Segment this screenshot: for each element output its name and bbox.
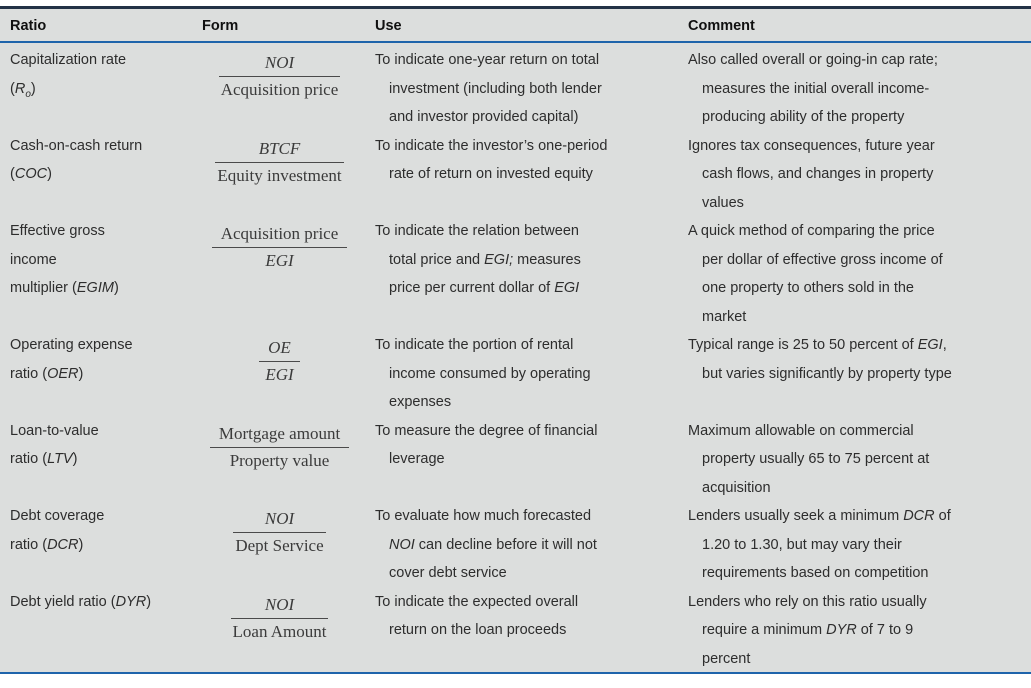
ratios-table: Ratio Form Use Comment Capitalization ra… — [0, 6, 1031, 674]
column-header-ratio: Ratio — [10, 17, 47, 34]
fraction-denominator: Loan Amount — [232, 621, 327, 641]
column-header-form: Form — [202, 17, 239, 34]
fraction: NOI Dept Service — [233, 509, 326, 556]
fraction-denominator: EGI — [265, 365, 294, 385]
ratio-cell: Loan-to-value ratio (LTV) — [10, 422, 99, 468]
ratio-cell: Debt coverage ratio (DCR) — [10, 508, 105, 553]
fraction-numerator: OE — [259, 338, 300, 363]
table-row: Debt yield ratio (DYR) NOI Loan Amount T… — [0, 588, 1031, 673]
use-cell: To indicate the investor’s one-period rat… — [375, 137, 608, 183]
use-cell: To indicate the portion of rental income … — [375, 337, 591, 410]
comment-cell: A quick method of comparing the price per… — [688, 223, 943, 325]
column-header-comment: Comment — [688, 17, 755, 34]
fraction-numerator: Mortgage amount — [209, 424, 350, 448]
ratio-cell: Debt yield ratio (DYR) — [10, 593, 152, 610]
form-cell: NOI Dept Service — [196, 502, 365, 588]
use-cell: To evaluate how much forecasted NOI can d… — [375, 508, 597, 581]
fraction: Acquisition price EGI — [211, 224, 348, 271]
fraction: BTCF Equity investment — [215, 139, 344, 186]
comment-cell: Lenders who rely on this ratio usually re… — [688, 593, 927, 667]
form-cell: OE EGI — [196, 331, 365, 417]
table-row: Cash-on-cash return (COC) BTCF Equity inv… — [0, 132, 1031, 218]
fraction-numerator: Acquisition price — [211, 224, 348, 249]
fraction-denominator: Property value — [229, 450, 330, 470]
table-row: Capitalization rate (Ro) NOI Acquisition … — [0, 46, 1031, 132]
table-row: Effective gross income multiplier (EGIM) A… — [0, 217, 1031, 331]
ratio-cell: Capitalization rate (Ro) — [10, 52, 127, 100]
fraction: OE EGI — [259, 338, 300, 385]
comment-cell: Ignores tax consequences, future year cas… — [688, 137, 935, 211]
fraction-denominator: Equity investment — [217, 165, 342, 185]
comment-cell: Typical range is 25 to 50 percent of EGI… — [688, 337, 952, 382]
use-cell: To indicate the expected overall return o… — [375, 593, 579, 639]
form-cell: BTCF Equity investment — [196, 132, 365, 218]
fraction: Mortgage amount Property value — [209, 424, 350, 471]
ratio-cell: Cash-on-cash return (COC) — [10, 137, 143, 183]
table-body: Capitalization rate (Ro) NOI Acquisition … — [0, 43, 1031, 673]
fraction-numerator: NOI — [230, 595, 329, 619]
form-cell: Mortgage amount Property value — [196, 417, 365, 503]
column-header-use: Use — [375, 17, 402, 34]
comment-cell: Maximum allowable on commercial property … — [688, 422, 930, 496]
form-cell: Acquisition price EGI — [196, 217, 365, 331]
form-cell: NOI Acquisition price — [196, 46, 365, 132]
fraction-denominator: Dept Service — [235, 536, 324, 556]
use-cell: To measure the degree of financial levera… — [375, 422, 598, 468]
table-row: Operating expense ratio (OER) OE EGI To i… — [0, 331, 1031, 417]
ratio-cell: Effective gross income multiplier (EGIM) — [10, 223, 119, 296]
fraction-numerator: NOI — [233, 509, 326, 534]
form-cell: NOI Loan Amount — [196, 588, 365, 673]
comment-cell: Lenders usually seek a minimum DCR of 1.2… — [688, 508, 951, 581]
table-header-row: Ratio Form Use Comment — [0, 9, 1031, 43]
fraction-denominator: EGI — [265, 251, 294, 271]
fraction-denominator: Acquisition price — [220, 80, 339, 100]
fraction-numerator: NOI — [218, 53, 341, 78]
use-cell: To indicate the relation between total pr… — [375, 223, 581, 296]
ratio-cell: Operating expense ratio (OER) — [10, 337, 133, 382]
page: Ratio Form Use Comment Capitalization ra… — [0, 6, 1031, 688]
comment-cell: Also called overall or going-in cap rate… — [688, 52, 938, 125]
use-cell: To indicate one-year return on total inve… — [375, 52, 602, 125]
table-row: Loan-to-value ratio (LTV) Mortgage amount… — [0, 417, 1031, 503]
table-row: Debt coverage ratio (DCR) NOI Dept Servic… — [0, 502, 1031, 588]
fraction-numerator: BTCF — [215, 139, 344, 163]
fraction: NOI Loan Amount — [230, 595, 329, 642]
fraction: NOI Acquisition price — [218, 53, 341, 100]
